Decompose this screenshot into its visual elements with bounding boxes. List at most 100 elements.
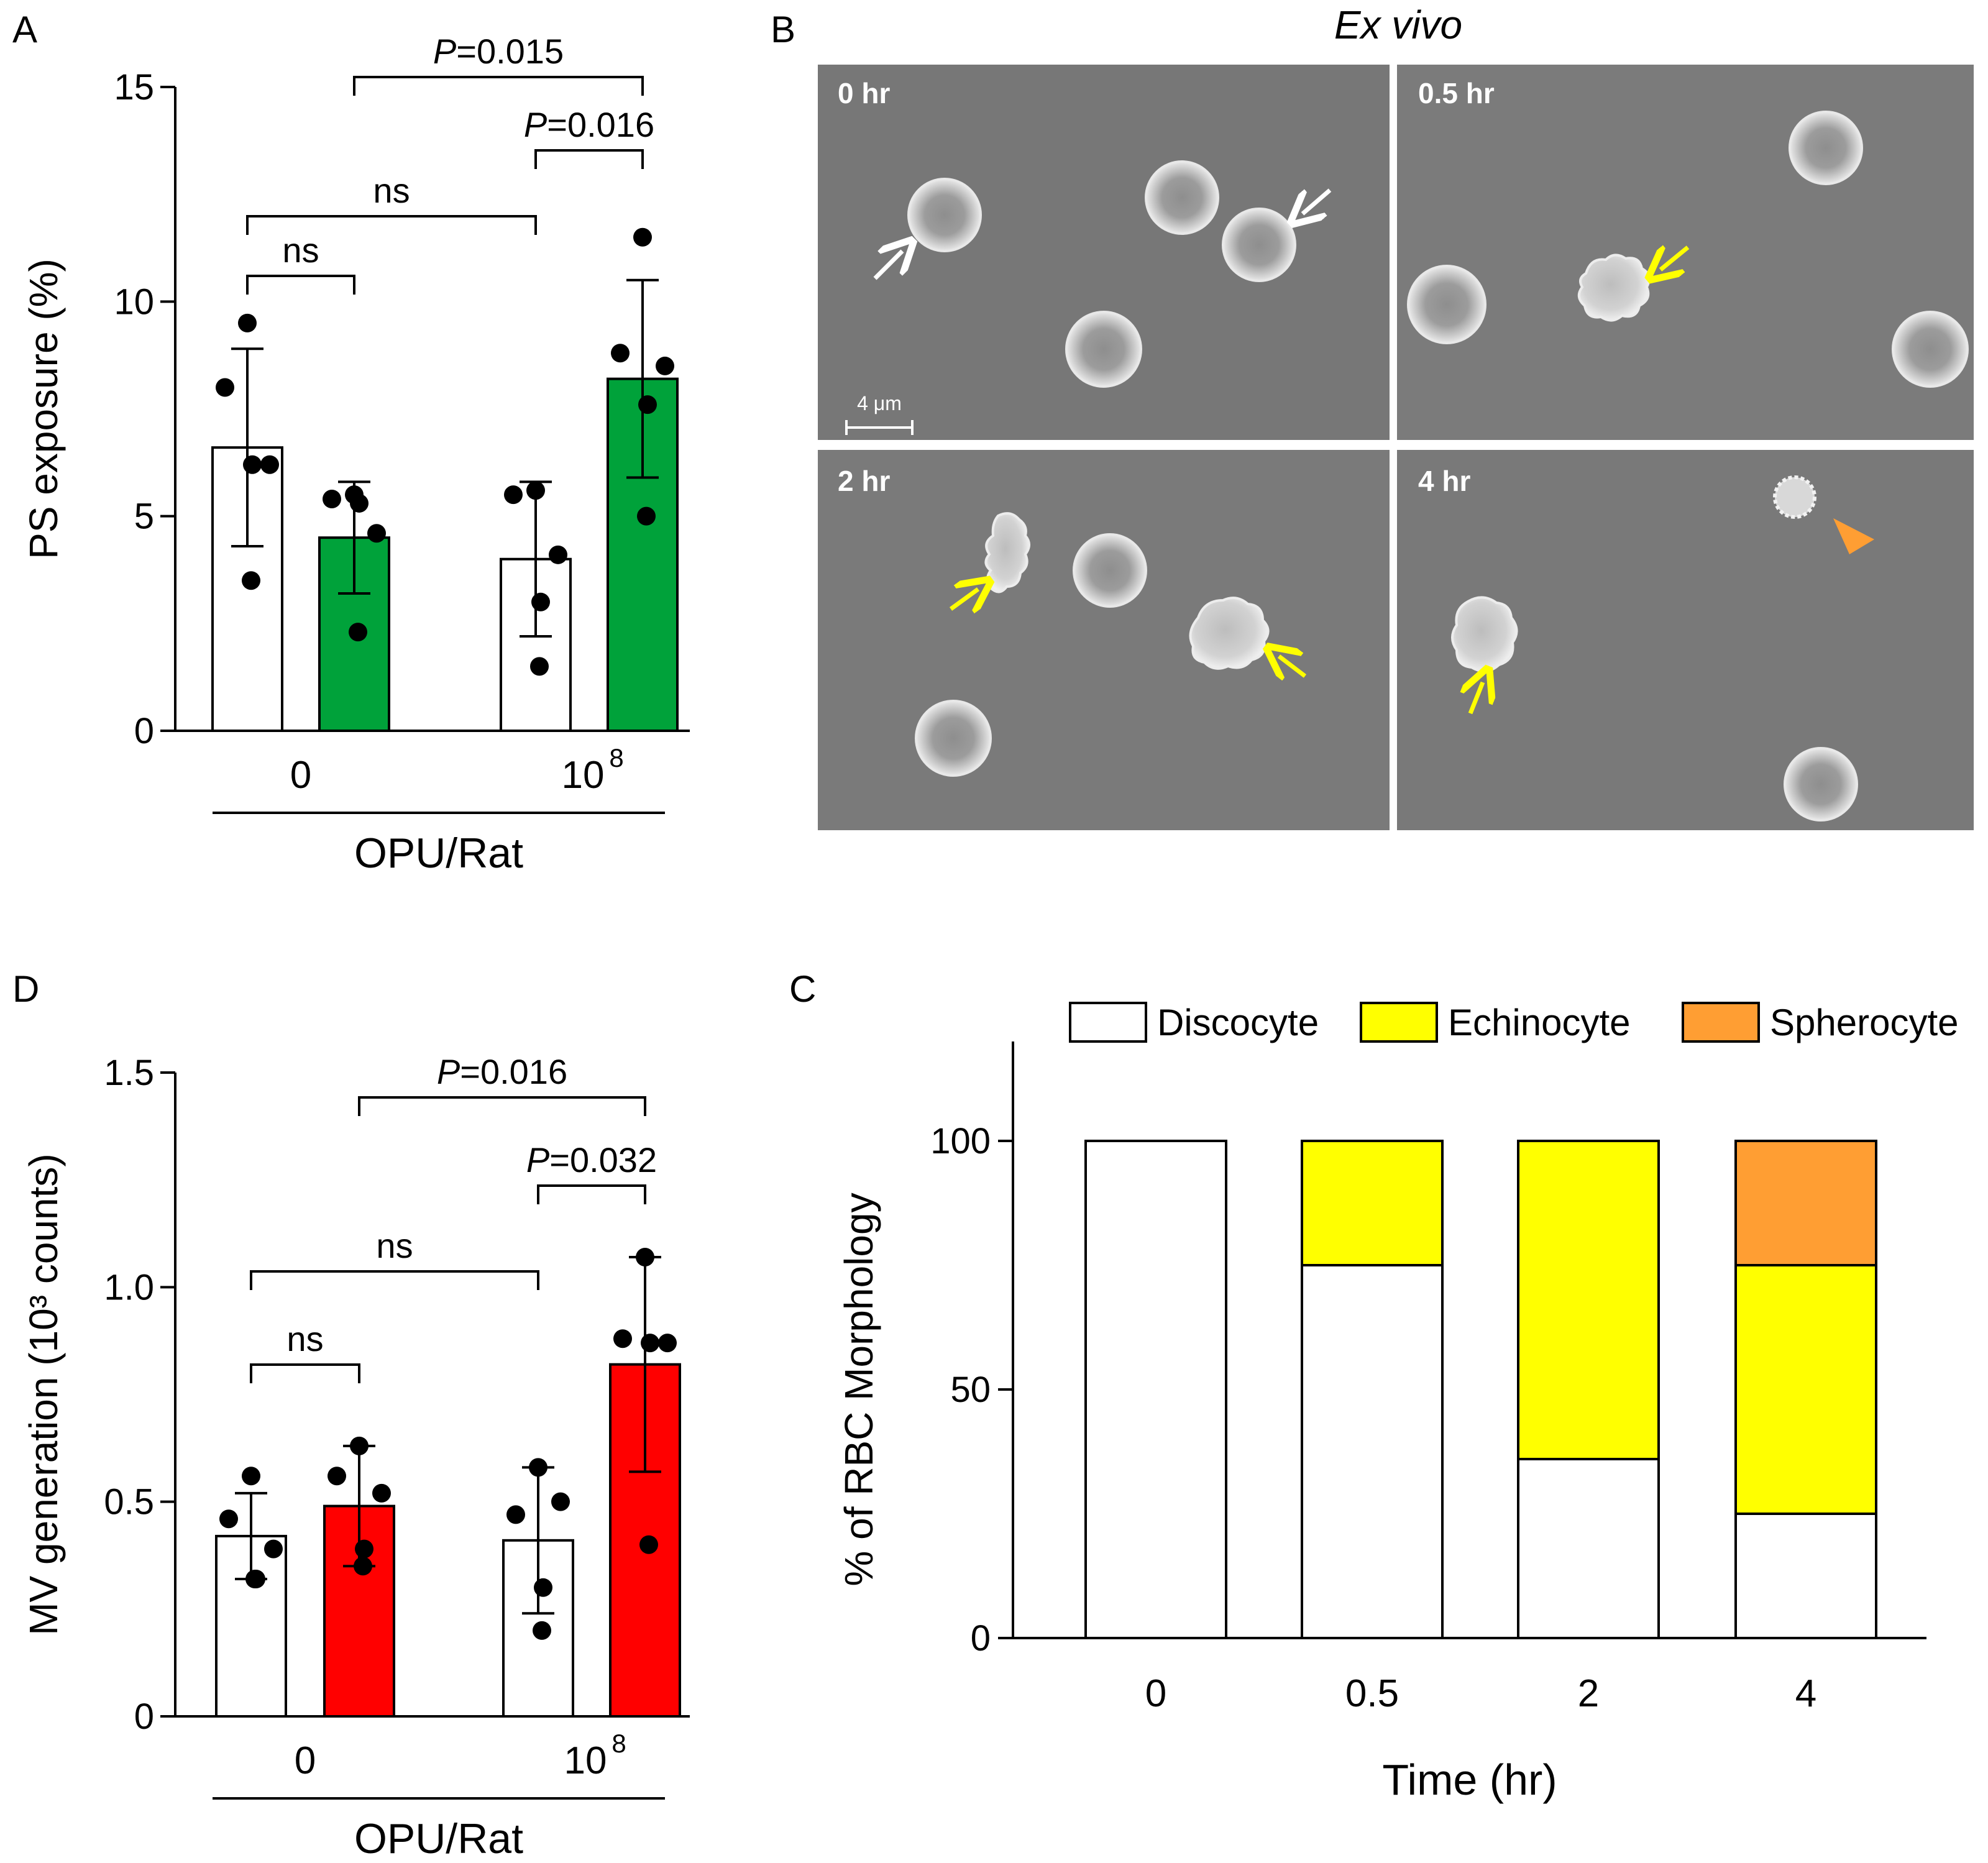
data-point: [638, 395, 657, 414]
rbc-discocyte: [1065, 311, 1142, 388]
y-axis-label: % of RBC Morphology: [836, 1192, 881, 1586]
y-tick-label: 15: [114, 67, 154, 108]
sem-tile-label-0hr: 0 hr: [838, 77, 890, 109]
data-point: [529, 1458, 547, 1477]
data-point: [243, 455, 262, 474]
comparison-label: P=0.015: [433, 32, 564, 71]
legend-label: Discocyte: [1157, 1002, 1319, 1043]
y-tick-label: 50: [950, 1370, 991, 1410]
rbc-discocyte: [1222, 208, 1296, 282]
rbc-discocyte: [1789, 111, 1863, 185]
y-tick-label: 10: [114, 282, 154, 322]
x-tick-label: 0.5: [1345, 1672, 1399, 1715]
white-arrow-icon: [1303, 188, 1332, 214]
comparison-label: ns: [376, 1226, 413, 1265]
rbc-discocyte: [1407, 265, 1486, 344]
comparison-bracket: [246, 275, 355, 295]
data-point: [534, 1578, 552, 1597]
data-point: [245, 1569, 264, 1588]
data-point: [238, 313, 257, 332]
data-point: [637, 506, 656, 526]
sem-tile-2hr: [818, 450, 1390, 830]
x-group-label: 10: [564, 1739, 607, 1782]
comparison-bracket: [250, 1270, 539, 1290]
y-tick-label: 1.5: [104, 1053, 154, 1093]
y-axis-label: MV generation (10³ counts): [21, 1153, 66, 1636]
comparison-bracket: [534, 149, 644, 169]
comparison-label: P=0.032: [526, 1140, 657, 1179]
data-point: [531, 592, 550, 611]
panel-b-sem-images: Ex vivo 0 hr: [818, 2, 1974, 830]
x-tick-label: 4: [1795, 1672, 1816, 1715]
panel-letter-b: B: [771, 9, 795, 50]
data-point: [219, 1509, 238, 1529]
comparison-bracket: [537, 1184, 646, 1204]
x-group-label-exponent: 8: [609, 743, 623, 772]
data-point: [323, 490, 341, 509]
white-arrow-icon: [873, 251, 902, 280]
stacked-bar-segment: [1301, 1264, 1444, 1639]
comparison-label: ns: [373, 171, 410, 210]
y-tick-label: 0: [134, 711, 154, 751]
rbc-discocyte: [1784, 747, 1858, 822]
y-axis-label: PS exposure (%): [21, 259, 66, 559]
comparison-label: ns: [282, 231, 319, 270]
y-tick-label: 0: [134, 1696, 154, 1737]
orange-arrowhead-icon: [1833, 518, 1874, 554]
stacked-bar-segment: [1734, 1513, 1877, 1639]
chart-c-rbc-morphology: 0 50 100 % of RBC Morphology 0 0.5 2 4 Time (hr)…: [836, 1002, 1959, 1804]
x-axis-label: OPU/Rat: [354, 830, 523, 877]
data-point: [242, 1467, 260, 1486]
chart-d-mv-generation: 0 0.5 1.0 1.5 MV generation (10³ counts) 0 10 8…: [21, 1052, 690, 1862]
data-point: [328, 1467, 346, 1486]
rbc-discocyte: [907, 178, 982, 252]
data-point: [242, 571, 260, 590]
comparison-label: ns: [286, 1319, 323, 1358]
data-point: [551, 1492, 570, 1511]
data-point: [216, 378, 234, 397]
comparison-label: P=0.016: [524, 105, 654, 144]
x-group-label-exponent: 8: [612, 1729, 626, 1758]
data-point: [355, 1539, 373, 1559]
data-point: [533, 1621, 551, 1640]
data-point: [367, 524, 386, 543]
rbc-echinocyte: [1189, 597, 1270, 670]
panel-b-title: Ex vivo: [1334, 2, 1462, 47]
sem-tile-label-2hr: 2 hr: [838, 465, 890, 497]
data-point: [264, 1539, 283, 1559]
y-tick-label: 5: [134, 497, 154, 537]
legend-label: Spherocyte: [1770, 1002, 1959, 1043]
sem-tile-label-0.5hr: 0.5 hr: [1418, 77, 1495, 109]
sem-tile-label-4hr: 4 hr: [1418, 465, 1470, 497]
comparison-bracket: [353, 76, 644, 96]
stacked-bar-segment: [1517, 1458, 1660, 1639]
panel-letter-c: C: [789, 968, 816, 1010]
y-tick-label: 100: [930, 1121, 991, 1161]
x-group-label: 0: [290, 754, 311, 797]
data-point: [549, 545, 567, 564]
x-tick-label: 2: [1578, 1672, 1599, 1715]
x-axis-label: OPU/Rat: [354, 1815, 523, 1862]
rbc-spherocyte: [1773, 475, 1816, 519]
stacked-bar-segment: [1301, 1140, 1444, 1266]
yellow-arrow-icon: [1470, 682, 1483, 715]
y-tick-label: 0: [971, 1618, 991, 1659]
stacked-bar-segment: [1734, 1264, 1877, 1515]
data-point: [530, 657, 549, 676]
comparison-bracket: [358, 1096, 646, 1116]
data-point: [260, 455, 279, 474]
y-tick-label: 1.0: [104, 1267, 154, 1307]
x-tick-label: 0: [1145, 1672, 1166, 1715]
comparison-bracket: [246, 215, 537, 235]
data-point: [636, 1247, 654, 1266]
stacked-bar-segment: [1517, 1140, 1660, 1460]
rbc-discocyte: [1073, 533, 1147, 608]
yellow-arrow-icon: [1660, 247, 1690, 270]
stacked-bar-segment: [1734, 1140, 1877, 1266]
comparison-bracket: [250, 1363, 360, 1383]
data-point: [350, 1436, 369, 1455]
rbc-echinocyte: [1577, 254, 1651, 322]
panel-letter-d: D: [12, 968, 39, 1010]
x-axis-label: Time (hr): [1382, 1755, 1557, 1804]
